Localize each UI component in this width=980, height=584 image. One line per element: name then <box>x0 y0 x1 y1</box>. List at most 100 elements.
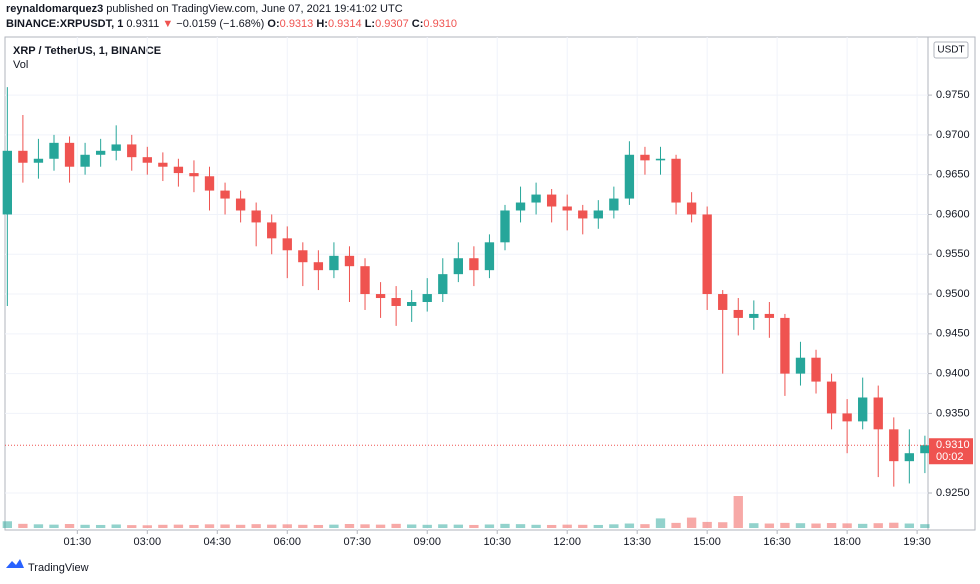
candle-body <box>764 313 775 318</box>
volume-bar <box>2 521 12 528</box>
candle-body <box>329 255 339 271</box>
volume-bar <box>329 524 339 528</box>
volume-bar <box>842 523 852 528</box>
volume-bar <box>920 524 930 528</box>
logo-icon <box>6 559 24 568</box>
volume-bar <box>749 523 759 528</box>
ohlc-key: L: <box>364 18 376 30</box>
candle-body <box>375 294 386 299</box>
y-tick-label: 0.9700 <box>936 129 970 141</box>
y-tick-label: 0.9550 <box>936 248 970 260</box>
volume-bar <box>593 524 603 528</box>
volume-bar <box>686 517 697 528</box>
ohlc-key: C: <box>411 18 424 30</box>
candle-body <box>189 173 199 177</box>
candle-body <box>593 210 603 219</box>
volume-bar <box>64 524 75 528</box>
volume-bar <box>360 524 370 528</box>
x-tick-label: 07:30 <box>343 536 371 548</box>
candle-body <box>826 381 837 414</box>
candle-body <box>686 202 697 215</box>
volume-bar <box>469 524 479 528</box>
candle-body <box>111 144 121 151</box>
volume-bar <box>733 496 743 528</box>
volume-bar <box>189 524 199 528</box>
brand: TradingView <box>28 562 89 574</box>
candle-body <box>173 166 184 174</box>
candle-body <box>655 158 666 161</box>
candle-body <box>158 162 168 167</box>
countdown: 00:02 <box>936 451 964 463</box>
symbol: BINANCE:XRPUSDT, 1 <box>6 18 124 30</box>
candle-body <box>609 198 619 211</box>
volume-bar <box>889 522 899 528</box>
arrow: ▼ <box>162 18 174 30</box>
candle-body <box>718 294 728 310</box>
volume-bar <box>780 522 790 528</box>
candle-body <box>453 258 464 275</box>
candle-body <box>904 453 915 462</box>
candle-body <box>344 255 355 267</box>
last-price-label: 0.9310 <box>936 439 970 451</box>
volume-bar <box>624 523 635 528</box>
x-tick-label: 15:00 <box>693 536 721 548</box>
volume-bar <box>764 523 775 528</box>
x-tick-label: 18:00 <box>833 536 861 548</box>
pane-border <box>4 36 976 531</box>
candle-body <box>267 222 277 239</box>
ohlc-value: 0.9310 <box>423 18 458 30</box>
y-tick-label: 0.9450 <box>936 328 970 340</box>
candle-body <box>733 309 743 318</box>
volume-bar <box>298 524 308 528</box>
volume-bar <box>251 524 261 528</box>
y-tick-label: 0.9600 <box>936 208 970 220</box>
y-tick-label: 0.9400 <box>936 368 970 380</box>
y-tick-label: 0.9650 <box>936 169 970 181</box>
volume-bar <box>438 524 448 528</box>
currency-box <box>933 41 969 59</box>
volume-bar <box>718 522 728 528</box>
candle-body <box>469 258 479 271</box>
publish-text: published on TradingView.com, June 07, 2… <box>106 3 403 15</box>
x-tick-label: 09:00 <box>413 536 441 548</box>
candle-body <box>49 142 59 159</box>
volume-bar <box>127 525 137 528</box>
candle-body <box>235 198 246 211</box>
candle-body <box>2 150 12 215</box>
candle-body <box>95 150 106 155</box>
volume-bar <box>562 524 572 528</box>
candle-body <box>251 210 261 223</box>
candle-body <box>873 397 883 430</box>
y-tick-label: 0.9250 <box>936 487 970 499</box>
volume-bar <box>515 524 526 528</box>
ohlc-value: 0.9313 <box>279 18 314 30</box>
x-tick-label: 01:30 <box>64 536 92 548</box>
ohlc-key: O: <box>267 18 280 30</box>
volume-bar <box>546 524 557 528</box>
volume-bar <box>313 524 324 528</box>
ohlc-key: H: <box>316 18 328 30</box>
volume-bar <box>18 523 28 528</box>
candle-body <box>484 242 495 271</box>
candle-body <box>795 357 806 374</box>
candle-body <box>640 154 650 161</box>
volume-bar <box>95 524 106 528</box>
volume-bar <box>826 523 837 528</box>
volume-bar <box>531 524 541 528</box>
candle-body <box>33 158 44 163</box>
volume-bar <box>204 524 215 528</box>
candle-body <box>18 150 28 163</box>
candle-body <box>313 262 324 271</box>
volume-bar <box>484 524 495 528</box>
y-tick-label: 0.9500 <box>936 288 970 300</box>
volume-bar <box>344 524 355 528</box>
volume-bar <box>858 523 868 528</box>
publish-line: reynaldomarquez3 published on TradingVie… <box>6 3 403 15</box>
x-tick-label: 04:30 <box>204 536 232 548</box>
candle-body <box>624 154 635 199</box>
volume-label: Vol <box>13 59 28 71</box>
candle-body <box>531 194 541 203</box>
volume-bar <box>111 524 121 528</box>
volume-bar <box>267 524 277 528</box>
